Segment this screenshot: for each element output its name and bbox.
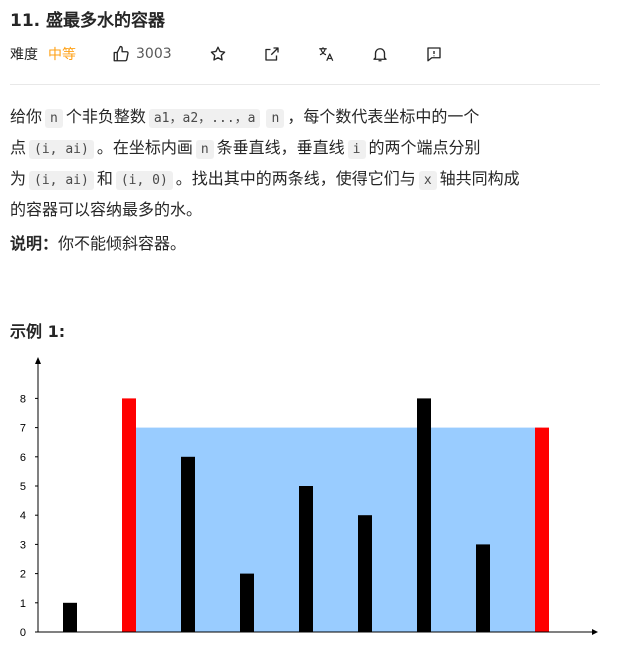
water-area xyxy=(129,427,542,632)
y-tick-label: 5 xyxy=(20,481,26,493)
problem-description: 给你 n 个非负整数 a1，a2，...，a n ，每个数代表坐标中的一个 点 (i, ai… xyxy=(10,102,610,224)
y-tick-label: 3 xyxy=(20,539,26,551)
feedback-icon xyxy=(426,47,441,62)
translate-button[interactable] xyxy=(316,44,336,64)
example-title: 示例 1: xyxy=(10,322,66,341)
feedback-button[interactable] xyxy=(424,44,444,64)
highlight-bar xyxy=(122,398,136,632)
note: 说明：你不能倾斜容器。 xyxy=(10,230,186,254)
code-n: n xyxy=(45,109,63,128)
like-count: 3003 xyxy=(136,46,172,62)
description-line-2: 点 (i, ai) 。在坐标内画 n 条垂直线，垂直线 i 的两个端点分别 xyxy=(10,138,481,159)
bar xyxy=(358,515,372,632)
notify-button[interactable] xyxy=(370,44,390,64)
code-point: (i, ai) xyxy=(29,171,94,190)
code-a-list: a1，a2，...，a xyxy=(148,109,261,128)
bell-icon xyxy=(372,48,387,62)
translate-icon xyxy=(318,47,333,61)
bar xyxy=(63,602,77,632)
share-icon xyxy=(264,47,279,61)
favorite-button[interactable] xyxy=(208,44,228,64)
problem-title: 11. 盛最多水的容器 xyxy=(10,11,166,31)
description-line-3: 为 (i, ai) 和 (i, 0) 。找出其中的两条线，使得它们与 x 轴共同构成 xyxy=(10,169,520,190)
description-line-1: 给你 n 个非负整数 a1，a2，...，a n ，每个数代表坐标中的一个 xyxy=(10,107,480,128)
share-button[interactable] xyxy=(262,44,282,64)
code-n: n xyxy=(266,109,285,128)
y-tick-label: 0 xyxy=(20,627,26,639)
star-icon xyxy=(210,46,225,61)
note-label: 说明： xyxy=(10,234,59,253)
description-line-4: 的容器可以容纳最多的水。 xyxy=(10,200,203,219)
code-point-zero: (i, 0) xyxy=(115,171,173,190)
like-button[interactable]: 3003 xyxy=(112,45,172,63)
code-x: x xyxy=(418,171,437,190)
difficulty-label: 难度 xyxy=(10,47,38,63)
highlight-bar xyxy=(535,427,549,632)
y-tick-label: 8 xyxy=(20,393,26,405)
y-tick-label: 7 xyxy=(20,423,26,435)
thumbs-up-icon xyxy=(113,45,129,62)
bar xyxy=(240,573,254,632)
y-tick-label: 6 xyxy=(20,452,26,464)
note-text: 你不能倾斜容器。 xyxy=(58,234,187,253)
code-n: n xyxy=(195,140,214,159)
code-point: (i, ai) xyxy=(29,140,94,159)
bar xyxy=(299,486,313,632)
y-axis-arrow xyxy=(35,357,41,364)
y-tick-label: 4 xyxy=(20,510,26,522)
bar xyxy=(476,544,490,632)
divider xyxy=(10,84,600,85)
problem-meta: 难度 中等 3003 xyxy=(10,42,478,66)
bar xyxy=(181,456,195,632)
x-axis-arrow xyxy=(592,629,598,635)
y-tick-label: 1 xyxy=(20,598,26,610)
code-i: i xyxy=(347,140,366,159)
difficulty-badge: 中等 xyxy=(48,47,76,63)
container-chart: 0 1 2 3 4 5 6 7 8 xyxy=(20,357,598,639)
y-tick-label: 2 xyxy=(20,569,26,581)
bar xyxy=(417,398,431,632)
